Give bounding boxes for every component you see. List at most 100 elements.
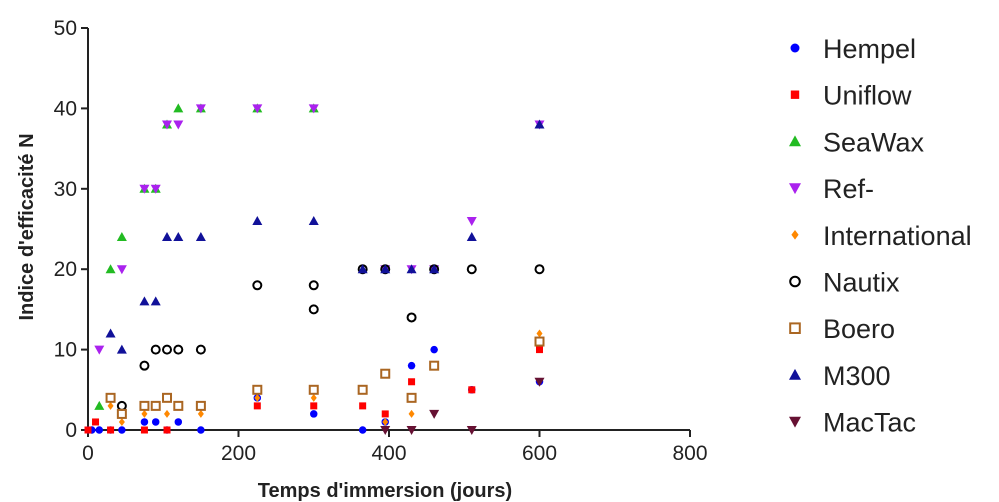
y-tick-label: 30 bbox=[54, 178, 77, 201]
data-point bbox=[162, 120, 173, 130]
legend-item: M300 bbox=[789, 361, 891, 391]
series-nautix bbox=[116, 264, 545, 411]
data-point bbox=[139, 296, 150, 306]
data-point bbox=[197, 409, 204, 418]
data-point bbox=[429, 264, 440, 274]
data-point bbox=[197, 426, 205, 434]
data-point bbox=[534, 119, 545, 129]
data-point bbox=[107, 426, 115, 434]
data-point bbox=[308, 304, 319, 315]
data-point bbox=[94, 345, 105, 355]
x-tick-label: 0 bbox=[82, 442, 94, 465]
data-point bbox=[252, 280, 263, 291]
data-point bbox=[380, 264, 391, 274]
y-tick-label: 50 bbox=[54, 17, 77, 40]
data-point bbox=[429, 360, 440, 371]
series-uniflow bbox=[84, 346, 543, 434]
legend-marker bbox=[789, 275, 801, 288]
data-point bbox=[466, 264, 477, 275]
legend-marker bbox=[789, 135, 801, 147]
legend-marker bbox=[789, 368, 801, 380]
data-point bbox=[94, 400, 105, 410]
data-point bbox=[150, 184, 161, 194]
data-point bbox=[408, 378, 416, 386]
legend-marker bbox=[789, 183, 801, 195]
legend-marker bbox=[790, 90, 800, 99]
data-point bbox=[139, 184, 150, 194]
data-point bbox=[253, 402, 261, 410]
legend-label: MacTac bbox=[823, 408, 916, 438]
data-point bbox=[116, 232, 127, 242]
x-tick-label: 400 bbox=[371, 442, 406, 465]
legend-item: International bbox=[791, 221, 972, 251]
legend-label: Hempel bbox=[823, 34, 916, 64]
data-point bbox=[536, 329, 543, 338]
y-tick-label: 10 bbox=[54, 339, 77, 362]
data-point bbox=[173, 103, 184, 113]
data-point bbox=[357, 384, 368, 395]
data-point bbox=[173, 344, 184, 355]
data-point bbox=[173, 120, 184, 130]
data-point bbox=[466, 426, 477, 435]
data-point bbox=[534, 377, 545, 387]
data-point bbox=[164, 409, 171, 418]
data-point bbox=[406, 426, 417, 435]
legend-marker bbox=[789, 322, 801, 334]
x-tick-label: 600 bbox=[522, 442, 557, 465]
data-point bbox=[107, 401, 114, 410]
data-point bbox=[406, 264, 417, 274]
data-point bbox=[162, 392, 173, 403]
data-point bbox=[150, 296, 161, 306]
legend-item: MacTac bbox=[789, 408, 916, 438]
legend-item: Uniflow bbox=[790, 81, 912, 111]
data-point bbox=[174, 418, 183, 426]
series-ref- bbox=[94, 104, 545, 355]
data-point bbox=[150, 344, 161, 355]
series-mactac bbox=[380, 377, 545, 435]
data-point bbox=[195, 344, 206, 355]
data-point bbox=[534, 336, 545, 347]
series-seawax bbox=[94, 103, 319, 410]
data-point bbox=[252, 104, 263, 114]
series-international bbox=[107, 329, 543, 426]
legend-item: Hempel bbox=[790, 34, 916, 64]
data-point bbox=[382, 417, 389, 426]
data-point bbox=[163, 426, 171, 434]
legend: Hempel Uniflow SeaWax Ref- International Naut… bbox=[789, 34, 972, 438]
data-point bbox=[310, 393, 317, 402]
data-points bbox=[84, 103, 545, 435]
y-axis-title: Indice d'efficacité N bbox=[16, 133, 38, 320]
data-point bbox=[406, 312, 417, 323]
data-point bbox=[380, 368, 391, 379]
data-point bbox=[195, 400, 206, 411]
y-tick-label: 40 bbox=[54, 97, 77, 120]
data-point bbox=[466, 232, 477, 242]
data-point bbox=[118, 426, 126, 434]
data-point bbox=[140, 426, 148, 434]
tick-labels: 0 200 400 600 800 0 10 20 30 40 50 bbox=[54, 17, 708, 465]
data-point bbox=[173, 400, 184, 411]
legend-label: Nautix bbox=[823, 268, 900, 298]
legend-item: Ref- bbox=[789, 174, 874, 204]
data-point bbox=[408, 409, 415, 418]
data-point bbox=[105, 392, 116, 403]
legend-label: Uniflow bbox=[823, 81, 912, 111]
data-point bbox=[139, 360, 150, 371]
data-point bbox=[140, 418, 149, 426]
data-point bbox=[357, 264, 368, 274]
data-point bbox=[429, 409, 440, 419]
data-point bbox=[141, 409, 148, 418]
data-point bbox=[358, 426, 367, 434]
x-axis-title: Temps d'immersion (jours) bbox=[258, 480, 512, 502]
x-tick-label: 200 bbox=[221, 442, 256, 465]
data-point bbox=[173, 232, 184, 242]
data-point bbox=[84, 426, 92, 434]
legend-marker bbox=[791, 230, 799, 240]
data-point bbox=[310, 410, 318, 418]
legend-label: SeaWax bbox=[823, 127, 925, 157]
data-point bbox=[380, 426, 391, 435]
data-point bbox=[151, 418, 160, 426]
legend-item: Boero bbox=[789, 314, 895, 344]
data-point bbox=[105, 264, 116, 274]
data-point bbox=[534, 264, 545, 275]
